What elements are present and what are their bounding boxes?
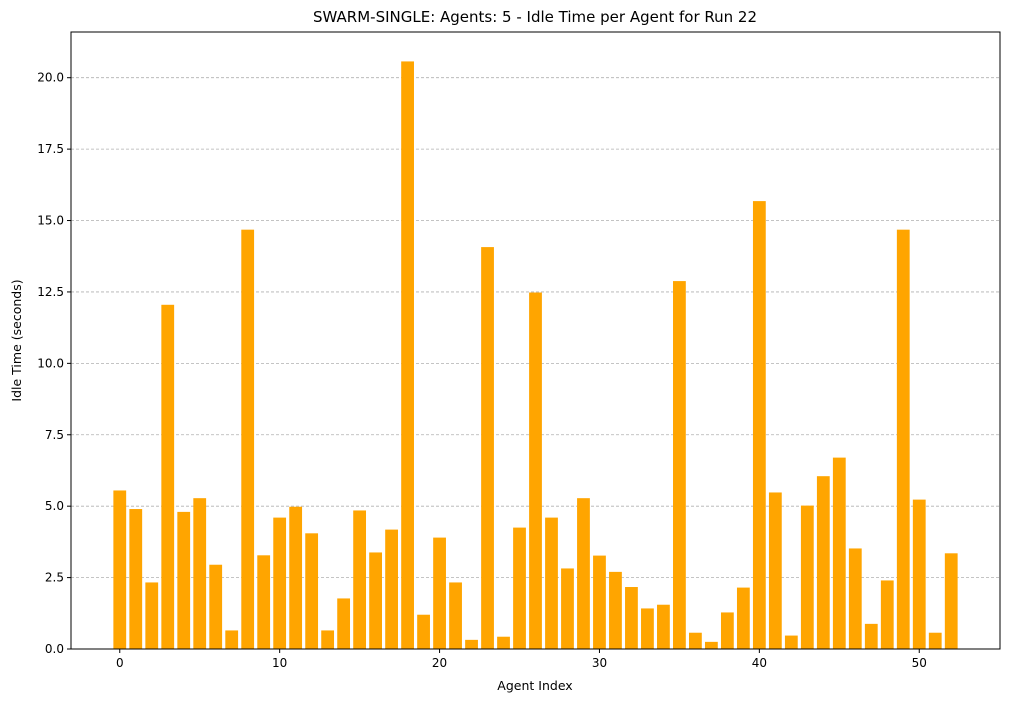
bar-agent-1: [129, 509, 143, 649]
bar-agent-35: [673, 281, 686, 649]
bar-agent-52: [944, 553, 958, 649]
y-tick-label-0: 0.0: [45, 642, 64, 656]
bar-agent-13: [321, 630, 335, 649]
bar-agent-4: [177, 511, 191, 649]
bar-agent-40: [752, 201, 766, 649]
bar-agent-25: [513, 527, 526, 649]
y-tick-label-1: 2.5: [45, 571, 64, 585]
x-tick-label-0: 0: [116, 656, 124, 670]
bar-agent-48: [880, 580, 894, 649]
bar-agent-2: [145, 582, 159, 649]
x-tick-label-4: 40: [752, 656, 767, 670]
bar-agent-21: [449, 582, 462, 649]
chart-title: SWARM-SINGLE: Agents: 5 - Idle Time per …: [313, 8, 757, 26]
y-tick-label-2: 5.0: [45, 499, 64, 513]
bar-agent-28: [561, 568, 574, 649]
y-tick-label-4: 10.0: [37, 356, 64, 370]
y-tick-label-5: 12.5: [37, 285, 64, 299]
bar-agent-42: [784, 635, 798, 649]
bar-agent-39: [736, 587, 750, 649]
x-axis-label: Agent Index: [497, 678, 572, 693]
y-tick-label-7: 17.5: [37, 142, 64, 156]
x-tick-label-2: 20: [432, 656, 447, 670]
bar-agent-45: [832, 457, 846, 649]
bar-agent-8: [241, 229, 255, 649]
bar-agent-18: [401, 61, 414, 650]
y-axis-label: Idle Time (seconds): [9, 279, 24, 401]
bar-agent-15: [353, 510, 367, 649]
bar-agent-44: [816, 476, 830, 649]
bar-agent-37: [704, 641, 718, 649]
bar-agent-0: [113, 490, 127, 649]
bar-agent-10: [273, 517, 287, 649]
x-tick-label-1: 10: [272, 656, 287, 670]
bar-agent-41: [768, 492, 782, 649]
bar-agent-49: [896, 229, 910, 649]
bar-agent-27: [545, 517, 558, 649]
bar-agent-33: [641, 608, 654, 649]
bar-agent-50: [912, 499, 926, 649]
bar-agent-51: [928, 632, 942, 649]
bar-agent-6: [209, 564, 223, 649]
bar-agent-3: [161, 304, 175, 649]
bar-agent-30: [593, 555, 606, 649]
bar-agent-36: [689, 632, 702, 649]
y-tick-label-8: 20.0: [37, 71, 64, 85]
bar-agent-9: [257, 555, 271, 649]
bar-agent-7: [225, 630, 239, 649]
bar-agent-19: [417, 614, 430, 649]
bar-agent-46: [848, 548, 862, 649]
bar-agent-47: [864, 623, 878, 649]
bar-agent-32: [625, 587, 638, 649]
bar-agent-14: [337, 598, 351, 649]
bar-agent-29: [577, 498, 590, 649]
bar-agent-20: [433, 537, 446, 649]
bar-agent-11: [289, 506, 303, 649]
bar-agent-22: [465, 639, 478, 649]
bar-agent-23: [481, 247, 494, 649]
y-tick-label-3: 7.5: [45, 428, 64, 442]
x-tick-label-3: 30: [592, 656, 607, 670]
bar-agent-5: [193, 498, 207, 649]
x-axis-ticks: 0 10 20 30 40 50: [116, 649, 927, 670]
bar-agent-26: [529, 292, 542, 649]
bar-agent-34: [657, 604, 670, 649]
bar-agent-17: [385, 529, 398, 649]
bar-agent-43: [800, 505, 814, 649]
x-tick-label-5: 50: [912, 656, 927, 670]
y-axis-ticks: 0.0 2.5 5.0 7.5 10.0 12.5 15.0 17.5 20.0: [37, 71, 71, 656]
bar-agent-16: [369, 552, 382, 649]
bar-agent-12: [305, 533, 319, 649]
bars: [113, 61, 958, 650]
plot-frame: [70, 31, 1001, 650]
bar-agent-24: [497, 636, 510, 649]
bar-agent-38: [720, 612, 734, 649]
y-tick-label-6: 15.0: [37, 214, 64, 228]
bar-agent-31: [609, 571, 622, 649]
